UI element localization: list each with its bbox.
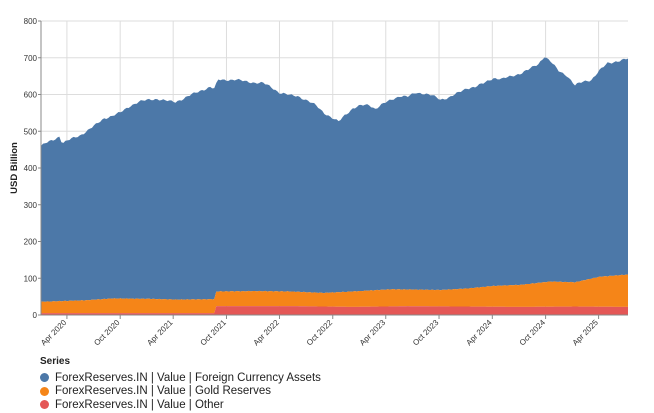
x-tick-label: Oct 2024: [518, 318, 548, 348]
stacked-areas: [41, 57, 628, 315]
y-tick-label: 0: [33, 311, 38, 320]
y-tick-label: 600: [24, 91, 38, 100]
legend: Series ForexReserves.IN | Value | Foreig…: [40, 356, 321, 412]
y-tick-label: 300: [24, 201, 38, 210]
legend-item-other[interactable]: ForexReserves.IN | Value | Other: [40, 398, 321, 412]
y-tick-label: 100: [24, 274, 38, 283]
x-tick-label: Oct 2022: [305, 318, 335, 348]
x-tick-label: Oct 2021: [199, 318, 229, 348]
area-foreign-currency-assets: [41, 57, 628, 302]
legend-label: ForexReserves.IN | Value | Foreign Curre…: [55, 371, 321, 384]
x-tick-label: Apr 2020: [39, 318, 69, 348]
x-tick-label: Oct 2020: [92, 318, 122, 348]
x-tick-label: Apr 2022: [252, 318, 282, 348]
legend-swatch: [40, 373, 49, 383]
legend-item-foreign-currency-assets[interactable]: ForexReserves.IN | Value | Foreign Curre…: [40, 371, 321, 385]
y-axis-label: USD Billion: [9, 142, 20, 194]
y-tick-label: 800: [24, 17, 38, 26]
legend-swatch: [40, 400, 49, 410]
area-gold-reserves: [41, 274, 628, 314]
y-tick-label: 200: [24, 238, 38, 247]
x-tick-label: Apr 2025: [571, 318, 601, 348]
legend-title: Series: [40, 356, 71, 367]
y-tick-label: 700: [24, 54, 38, 63]
legend-label: ForexReserves.IN | Value | Gold Reserves: [55, 385, 272, 398]
y-tick-label: 500: [24, 127, 38, 136]
area-other: [41, 306, 628, 315]
legend-item-gold-reserves[interactable]: ForexReserves.IN | Value | Gold Reserves: [40, 385, 321, 399]
legend-swatch: [40, 386, 49, 396]
x-tick-label: Apr 2023: [358, 318, 388, 348]
x-tick-label: Apr 2021: [145, 318, 175, 348]
y-tick-label: 400: [24, 164, 38, 173]
legend-label: ForexReserves.IN | Value | Other: [55, 398, 224, 411]
x-tick-label: Apr 2024: [464, 318, 494, 348]
forex-reserves-area-chart: 0 100 200 300 400 500 600 700 800 Apr 2020 Oct 202…: [9, 17, 628, 348]
x-tick-label: Oct 2023: [411, 318, 441, 348]
